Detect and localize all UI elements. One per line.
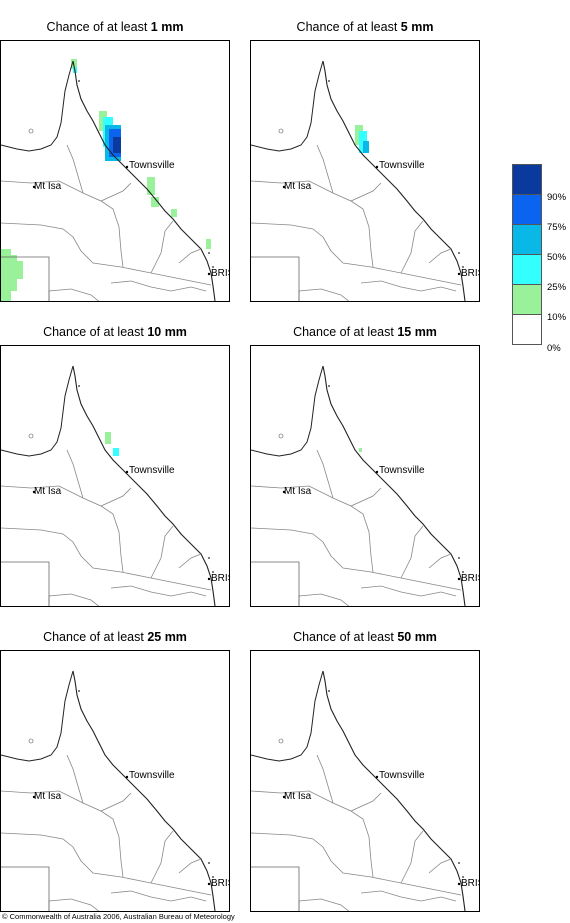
legend-label: 25% (547, 282, 567, 293)
legend-swatch-50-75 (512, 224, 542, 255)
legend-swatch-75-90 (512, 194, 542, 225)
town-label-townsville: Townsville (379, 465, 425, 476)
panel-title: Chance of at least 25 mm (0, 630, 230, 644)
legend-swatch-90-100 (512, 164, 542, 195)
town-label-townsville: Townsville (129, 770, 175, 781)
legend-label: 75% (547, 222, 567, 233)
town-label-mt-isa: Mt Isa (284, 791, 312, 802)
legend-label: 90% (547, 192, 567, 203)
town-label-townsville: Townsville (379, 160, 425, 171)
panel-title: Chance of at least 15 mm (250, 325, 480, 339)
title-prefix: Chance of at least (293, 630, 398, 644)
title-prefix: Chance of at least (43, 325, 148, 339)
town-label-mt-isa: Mt Isa (34, 181, 62, 192)
title-prefix: Chance of at least (293, 325, 398, 339)
title-prefix: Chance of at least (296, 20, 401, 34)
rainfall-probability-shading (1, 59, 211, 301)
map: Townsville Mt Isa BRIS (0, 40, 230, 302)
rainfall-probability-shading (359, 448, 362, 452)
map: Townsville Mt Isa BRIS (0, 345, 230, 607)
legend-swatch-0-10 (512, 314, 542, 345)
title-amount: 1 mm (150, 20, 184, 34)
rainfall-probability-shading (355, 125, 369, 153)
town-label-brisbane: BRIS (461, 878, 479, 889)
town-label-mt-isa: Mt Isa (284, 486, 312, 497)
town-label-mt-isa: Mt Isa (34, 486, 62, 497)
legend-label: 10% (547, 312, 567, 323)
legend-label: 0% (547, 343, 561, 354)
title-amount: 50 mm (397, 630, 437, 644)
town-label-brisbane: BRIS (461, 268, 479, 279)
town-label-townsville: Townsville (379, 770, 425, 781)
town-label-mt-isa: Mt Isa (34, 791, 62, 802)
town-label-townsville: Townsville (129, 160, 175, 171)
town-label-townsville: Townsville (129, 465, 175, 476)
panel-title: Chance of at least 5 mm (250, 20, 480, 34)
map: Townsville Mt Isa BRIS (0, 650, 230, 912)
map: Townsville Mt Isa BRIS (250, 650, 480, 912)
title-amount: 10 mm (147, 325, 187, 339)
town-label-brisbane: BRIS (211, 573, 229, 584)
rainfall-probability-shading (105, 432, 119, 456)
town-label-brisbane: BRIS (211, 878, 229, 889)
legend-swatch-10-25 (512, 284, 542, 315)
panel-title: Chance of at least 50 mm (250, 630, 480, 644)
title-amount: 25 mm (147, 630, 187, 644)
town-label-brisbane: BRIS (461, 573, 479, 584)
map: Townsville Mt Isa BRIS (250, 345, 480, 607)
probability-legend: 90% 75% 50% 25% 10% 0% (512, 164, 566, 354)
town-label-brisbane: BRIS (211, 268, 229, 279)
title-prefix: Chance of at least (46, 20, 151, 34)
map: Townsville Mt Isa BRIS (250, 40, 480, 302)
title-amount: 15 mm (397, 325, 437, 339)
panel-title: Chance of at least 10 mm (0, 325, 230, 339)
copyright-notice: © Commonwealth of Australia 2006, Austra… (2, 912, 235, 921)
panel-title: Chance of at least 1 mm (0, 20, 230, 34)
town-label-mt-isa: Mt Isa (284, 181, 312, 192)
legend-swatch-25-50 (512, 254, 542, 285)
title-prefix: Chance of at least (43, 630, 148, 644)
title-amount: 5 mm (400, 20, 434, 34)
legend-label: 50% (547, 252, 567, 263)
